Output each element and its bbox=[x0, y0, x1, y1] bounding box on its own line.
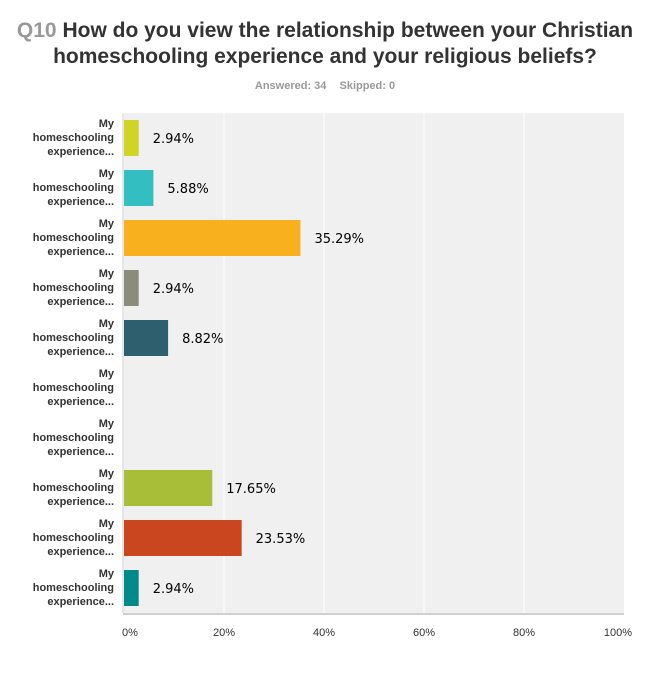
bar bbox=[124, 570, 139, 606]
chart-title: Q10 How do you view the relationship bet… bbox=[0, 18, 650, 70]
data-label: 23.53% bbox=[256, 532, 306, 547]
answered-count: Answered: 34 bbox=[254, 80, 327, 92]
bar bbox=[124, 520, 242, 556]
bar bbox=[124, 470, 213, 506]
data-label: 2.94% bbox=[153, 132, 194, 147]
data-label: 2.94% bbox=[153, 582, 194, 597]
data-label: 5.88% bbox=[167, 182, 208, 197]
category-label: My homeschooling experience... bbox=[33, 218, 115, 258]
category-label: My homeschooling experience... bbox=[33, 368, 115, 408]
category-label: My homeschooling experience... bbox=[33, 318, 115, 358]
category-label: My homeschooling experience... bbox=[33, 268, 115, 308]
data-label: 8.82% bbox=[182, 332, 223, 347]
bar bbox=[124, 120, 139, 156]
x-tick-label: 80% bbox=[513, 627, 535, 639]
x-tick-label: 60% bbox=[413, 627, 435, 639]
skipped-count: Skipped: 0 bbox=[339, 80, 396, 92]
data-label: 35.29% bbox=[314, 232, 364, 247]
category-label: My homeschooling experience... bbox=[33, 518, 115, 558]
x-tick-label: 20% bbox=[213, 627, 235, 639]
category-label: My homeschooling experience... bbox=[33, 118, 115, 158]
bar bbox=[124, 220, 301, 256]
category-label: My homeschooling experience... bbox=[33, 568, 115, 608]
category-label: My homeschooling experience... bbox=[33, 168, 115, 208]
x-tick-label: 40% bbox=[313, 627, 335, 639]
data-label: 2.94% bbox=[153, 282, 194, 297]
question-line-1: How do you view the relationship between… bbox=[62, 19, 634, 42]
bar bbox=[124, 270, 139, 306]
response-stats: Answered: 34 Skipped: 0 bbox=[0, 80, 650, 92]
category-label: My homeschooling experience... bbox=[33, 468, 115, 508]
question-number: Q10 bbox=[16, 19, 57, 42]
data-label: 17.65% bbox=[226, 482, 276, 497]
bar bbox=[124, 320, 169, 356]
x-tick-label: 100% bbox=[604, 627, 632, 639]
category-label: My homeschooling experience... bbox=[33, 418, 115, 458]
x-tick-label: 0% bbox=[122, 627, 138, 639]
question-line-2: homeschooling experience and your religi… bbox=[53, 45, 597, 68]
bar bbox=[124, 170, 154, 206]
